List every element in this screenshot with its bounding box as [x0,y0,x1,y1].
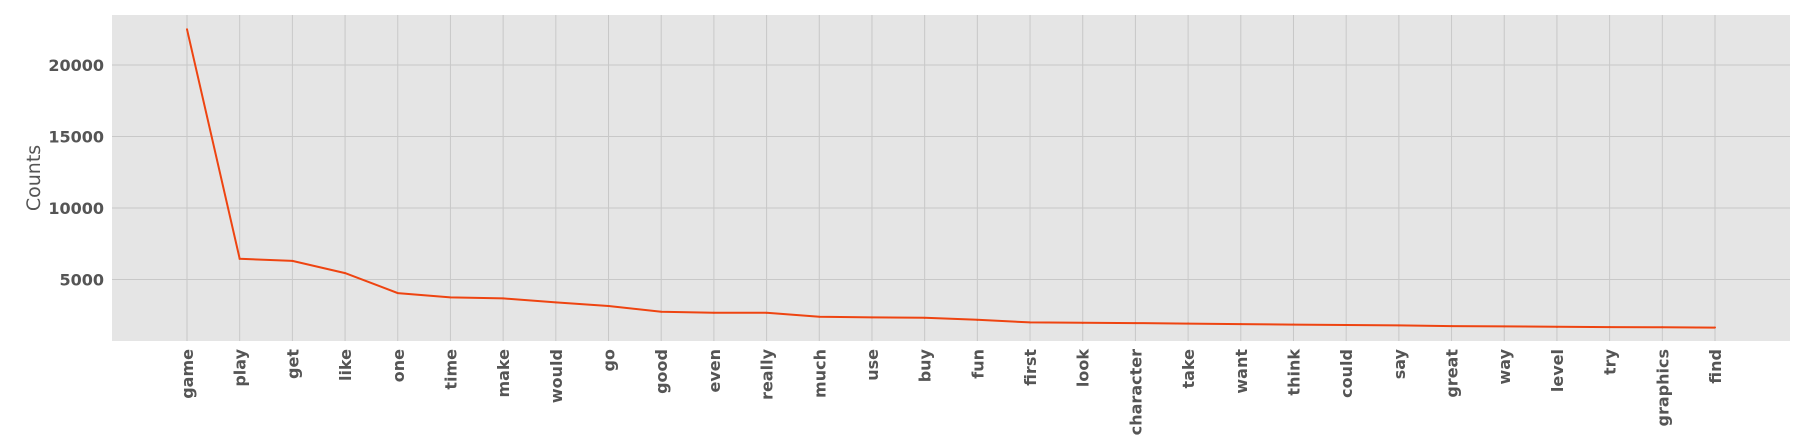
data-point-play [238,257,241,260]
data-point-buy [923,316,926,319]
data-point-really [765,311,768,314]
x-tick-label: look [1074,349,1093,387]
x-tick-label: really [758,348,777,400]
x-tick-label: play [231,348,250,386]
y-tick-label: 10000 [48,199,104,218]
x-tick-label: would [547,349,566,403]
x-tick-label: first [1021,349,1040,386]
x-tick-label: try [1601,348,1620,375]
x-tick-label: want [1232,349,1251,394]
x-tick-label: time [441,349,460,390]
x-tick-label: use [863,349,882,381]
data-point-could [1345,323,1348,326]
x-tick-label: even [705,349,724,393]
data-point-make [502,297,505,300]
data-point-say [1397,324,1400,327]
data-point-would [554,301,557,304]
data-point-much [818,315,821,318]
x-tick-label: go [600,349,619,371]
data-point-game [186,28,188,31]
y-tick-label: 20000 [48,56,104,75]
data-point-get [291,259,294,262]
x-tick-label: say [1390,348,1409,379]
x-tick-label: fun [968,349,987,379]
data-point-look [1081,321,1084,324]
data-point-find [1714,326,1716,329]
x-tick-label: way [1495,348,1514,384]
data-point-first [1029,321,1032,324]
data-point-use [870,316,873,319]
x-axis-ticks: game play get like one time make would go good eve… [178,348,1725,435]
data-point-like [344,272,347,275]
data-point-level [1555,325,1558,328]
data-point-time [449,296,452,299]
data-point-fun [976,318,979,321]
data-point-graphics [1661,326,1664,329]
x-tick-label: take [1179,349,1198,389]
x-tick-label: character [1126,349,1145,435]
y-tick-label: 15000 [48,128,104,147]
data-point-want [1239,323,1242,326]
data-point-take [1187,322,1190,325]
x-tick-label: great [1443,349,1462,398]
series-points [186,28,1716,329]
series-line [186,29,1716,329]
x-tick-label: one [389,349,408,382]
x-tick-label: like [336,349,355,381]
x-tick-label: think [1284,349,1303,396]
x-tick-label: good [652,349,671,394]
y-axis-label: Counts [23,145,45,211]
y-tick-label: 5000 [59,271,104,290]
x-tick-label: graphics [1653,349,1672,426]
data-point-character [1134,322,1137,325]
x-tick-label: buy [916,348,935,382]
plot-background [112,15,1790,341]
x-tick-label: level [1548,349,1567,392]
data-point-one [396,292,399,295]
data-point-try [1608,326,1611,329]
x-tick-label: game [178,349,197,399]
data-point-think [1292,323,1295,326]
x-tick-label: find [1706,349,1725,384]
x-tick-label: make [494,349,513,398]
x-tick-label: much [810,349,829,398]
data-point-even [712,311,715,314]
data-point-good [660,310,663,313]
data-point-great [1450,325,1453,328]
grid-lines [112,15,1790,341]
x-tick-label: could [1337,349,1356,398]
x-tick-label: get [283,349,302,379]
y-axis-ticks: 5000 10000 15000 20000 [48,56,104,289]
data-point-go [607,304,610,307]
data-point-way [1503,325,1506,328]
